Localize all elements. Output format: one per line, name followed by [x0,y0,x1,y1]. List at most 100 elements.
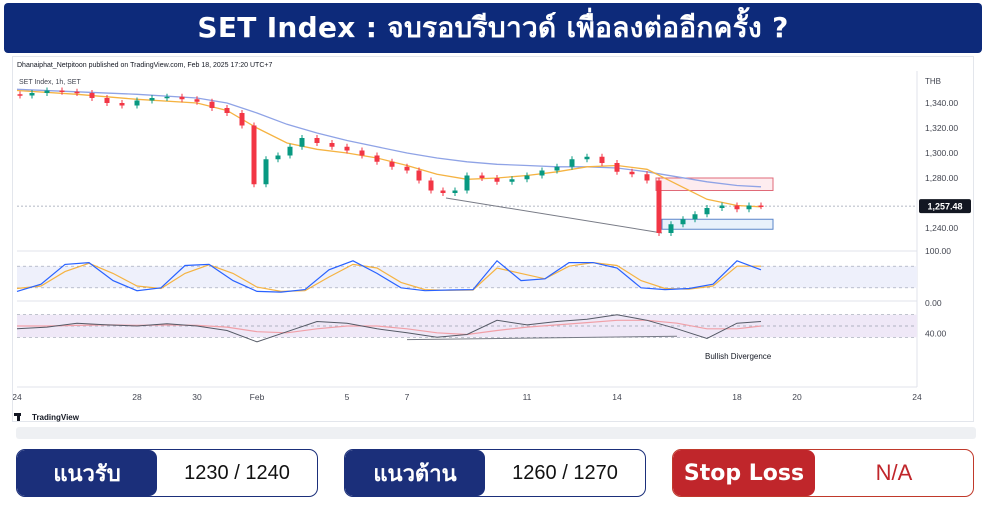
chart-zones [655,177,774,230]
indicator-tick-label: 100.00 [925,246,951,256]
price-tick-label: 1,240.00 [925,223,958,233]
support-label: แนวรับ [17,450,157,496]
candle [74,91,80,94]
candle [734,205,740,210]
candle [275,155,281,160]
candle [599,156,605,163]
price-chart[interactable]: Dhanaiphat_Netpitoon published on Tradin… [13,57,975,423]
chart-scroll-strip[interactable] [16,427,976,439]
time-tick-label: 5 [345,392,350,402]
candle [374,155,380,162]
stop-loss-label: Stop Loss [673,450,815,496]
candle [479,175,485,178]
candle [404,166,410,171]
support-value: 1230 / 1240 [184,461,290,484]
time-tick-label: 30 [192,392,202,402]
resistance-zone [655,177,774,191]
rsi-line [16,314,762,343]
candle [629,171,635,175]
candle [359,150,365,156]
time-tick-label: 14 [612,392,622,402]
currency-label: THB [925,77,941,86]
stochastic-d-line [16,261,761,293]
price-tick-label: 1,300.00 [925,148,958,158]
candle [164,96,170,99]
candle [194,99,200,102]
candle [17,94,23,96]
moving-averages [16,88,762,234]
time-tick-label: 28 [132,392,142,402]
candle [668,224,674,233]
price-tick-label: 1,340.00 [925,98,958,108]
candle [758,205,764,207]
candle [344,146,350,151]
time-tick-label: 11 [523,392,532,402]
support-box: แนวรับ 1230 / 1240 [16,449,318,497]
title-banner: SET Index : จบรอบรีบาวด์ เพื่อลงต่ออีกคร… [4,3,982,53]
resistance-value: 1260 / 1270 [512,461,618,484]
last-price-tag [919,199,971,214]
candle [569,159,575,167]
time-tick-label: 7 [405,392,410,402]
candle [299,138,305,147]
tradingview-icon [14,413,28,421]
candle [452,190,458,193]
resistance-label: แนวต้าน [345,450,485,496]
price-tick-label: 1,280.00 [925,173,958,183]
candle [209,101,215,108]
candle [119,103,125,106]
time-tick-label: 18 [732,392,742,402]
price-trendline [445,197,663,234]
stop-loss-value: N/A [875,460,913,485]
candle [416,170,422,181]
candle [134,100,140,106]
candle [224,108,230,113]
ma-slow-line [16,88,762,188]
stop-loss-box: Stop Loss N/A [672,449,974,497]
symbol-text: SET Index, 1h, SET [19,79,81,86]
candle [539,170,545,176]
chart-grid [17,71,918,388]
time-tick-label: 24 [912,392,922,402]
indicator-tick-label: 0.00 [925,298,942,308]
candle [329,143,335,147]
candle [509,179,515,182]
publisher-text: Dhanaiphat_Netpitoon published on Tradin… [17,62,272,69]
stochastic-band [17,266,917,288]
rsi-trendline [406,335,678,341]
candle [263,159,269,185]
candle [524,175,530,180]
candle [104,98,110,103]
candle [287,146,293,156]
candle [89,93,95,98]
candle [428,180,434,191]
divergence-label: Bullish Divergence [705,352,772,361]
candle [314,138,320,143]
candle [719,205,725,208]
indicator-panes [16,259,917,343]
tradingview-name: TradingView [32,412,79,422]
candle [44,90,50,93]
candle [746,205,752,210]
candle [704,208,710,215]
candle [440,190,446,193]
candle [614,163,620,172]
candles [17,87,764,236]
chart-card: Dhanaiphat_Netpitoon published on Tradin… [12,56,974,422]
candle [179,96,185,100]
chart-axes: 1,340.00 1,320.00 1,300.00 1,280.00 1,240.00… [13,98,971,402]
candle [554,166,560,171]
candle [59,90,65,92]
candle [680,219,686,225]
candle [464,175,470,191]
ma-fast-line [16,89,762,208]
time-tick-label: 20 [792,392,802,402]
candle [389,161,395,167]
candle [692,214,698,220]
candle [251,125,257,185]
resistance-box: แนวต้าน 1260 / 1270 [344,449,646,497]
candle [29,93,35,96]
time-tick-label: Feb [250,392,265,402]
candle [584,156,590,160]
